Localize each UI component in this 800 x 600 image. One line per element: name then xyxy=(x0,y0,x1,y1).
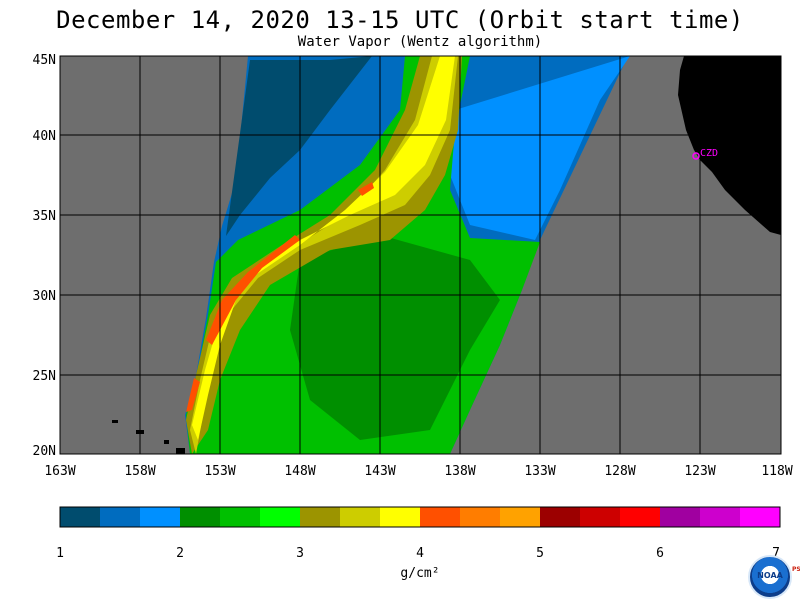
colorbar-tick-labels: 1 2 3 4 5 6 7 xyxy=(56,546,780,561)
lon-label: 143W xyxy=(364,464,395,479)
colorbar-swatch xyxy=(500,507,541,527)
colorbar-swatch xyxy=(660,507,701,527)
colorbar-swatch xyxy=(100,507,141,527)
lat-label: 20N xyxy=(33,444,56,459)
colorbar xyxy=(60,507,781,527)
lon-label: 148W xyxy=(284,464,315,479)
colorbar-swatch xyxy=(140,507,181,527)
colorbar-tick: 6 xyxy=(656,546,664,561)
lat-label: 30N xyxy=(33,289,56,304)
colorbar-swatch xyxy=(340,507,381,527)
colorbar-swatch xyxy=(260,507,301,527)
lat-label: 25N xyxy=(33,369,56,384)
station-label: CZD xyxy=(700,148,718,159)
map-panel xyxy=(60,56,781,454)
colorbar-swatch xyxy=(60,507,101,527)
colorbar-tick: 5 xyxy=(536,546,544,561)
lat-label: 40N xyxy=(33,129,56,144)
map-title: December 14, 2020 13-15 UTC (Orbit start… xyxy=(56,6,744,34)
colorbar-swatch xyxy=(420,507,461,527)
colorbar-swatch xyxy=(180,507,221,527)
colorbar-swatch xyxy=(580,507,621,527)
lon-label: 128W xyxy=(604,464,635,479)
lon-label: 138W xyxy=(444,464,475,479)
colorbar-tick: 7 xyxy=(772,546,780,561)
lon-label: 163W xyxy=(44,464,75,479)
colorbar-swatch xyxy=(300,507,341,527)
station-marker xyxy=(692,152,700,160)
north-america-land xyxy=(678,56,781,235)
colorbar-tick: 1 xyxy=(56,546,64,561)
colorbar-swatch xyxy=(380,507,421,527)
lon-label: 153W xyxy=(204,464,235,479)
lat-label: 45N xyxy=(33,53,56,68)
colorbar-tick: 3 xyxy=(296,546,304,561)
lon-label: 118W xyxy=(761,464,792,479)
latitude-labels: 45N 40N 35N 30N 25N 20N xyxy=(33,53,56,459)
lon-label: 123W xyxy=(684,464,715,479)
colorbar-tick: 4 xyxy=(416,546,424,561)
colorbar-tick: 2 xyxy=(176,546,184,561)
colorbar-swatch xyxy=(220,507,261,527)
lon-label: 133W xyxy=(524,464,555,479)
longitude-labels: 163W 158W 153W 148W 143W 138W 133W 128W … xyxy=(44,464,792,479)
colorbar-swatch xyxy=(620,507,661,527)
colorbar-swatch xyxy=(540,507,581,527)
graticule xyxy=(60,56,781,454)
psl-logo-text: PSL xyxy=(792,566,800,573)
colorbar-swatch xyxy=(740,507,781,527)
colorbar-frame xyxy=(59,506,781,528)
colorbar-unit-label: g/cm² xyxy=(400,566,439,581)
map-subtitle: Water Vapor (Wentz algorithm) xyxy=(297,34,543,50)
noaa-logo: NOAA xyxy=(748,555,792,599)
lat-label: 35N xyxy=(33,209,56,224)
lon-label: 158W xyxy=(124,464,155,479)
colorbar-swatch xyxy=(460,507,501,527)
colorbar-swatch xyxy=(700,507,741,527)
map-frame xyxy=(59,55,782,455)
